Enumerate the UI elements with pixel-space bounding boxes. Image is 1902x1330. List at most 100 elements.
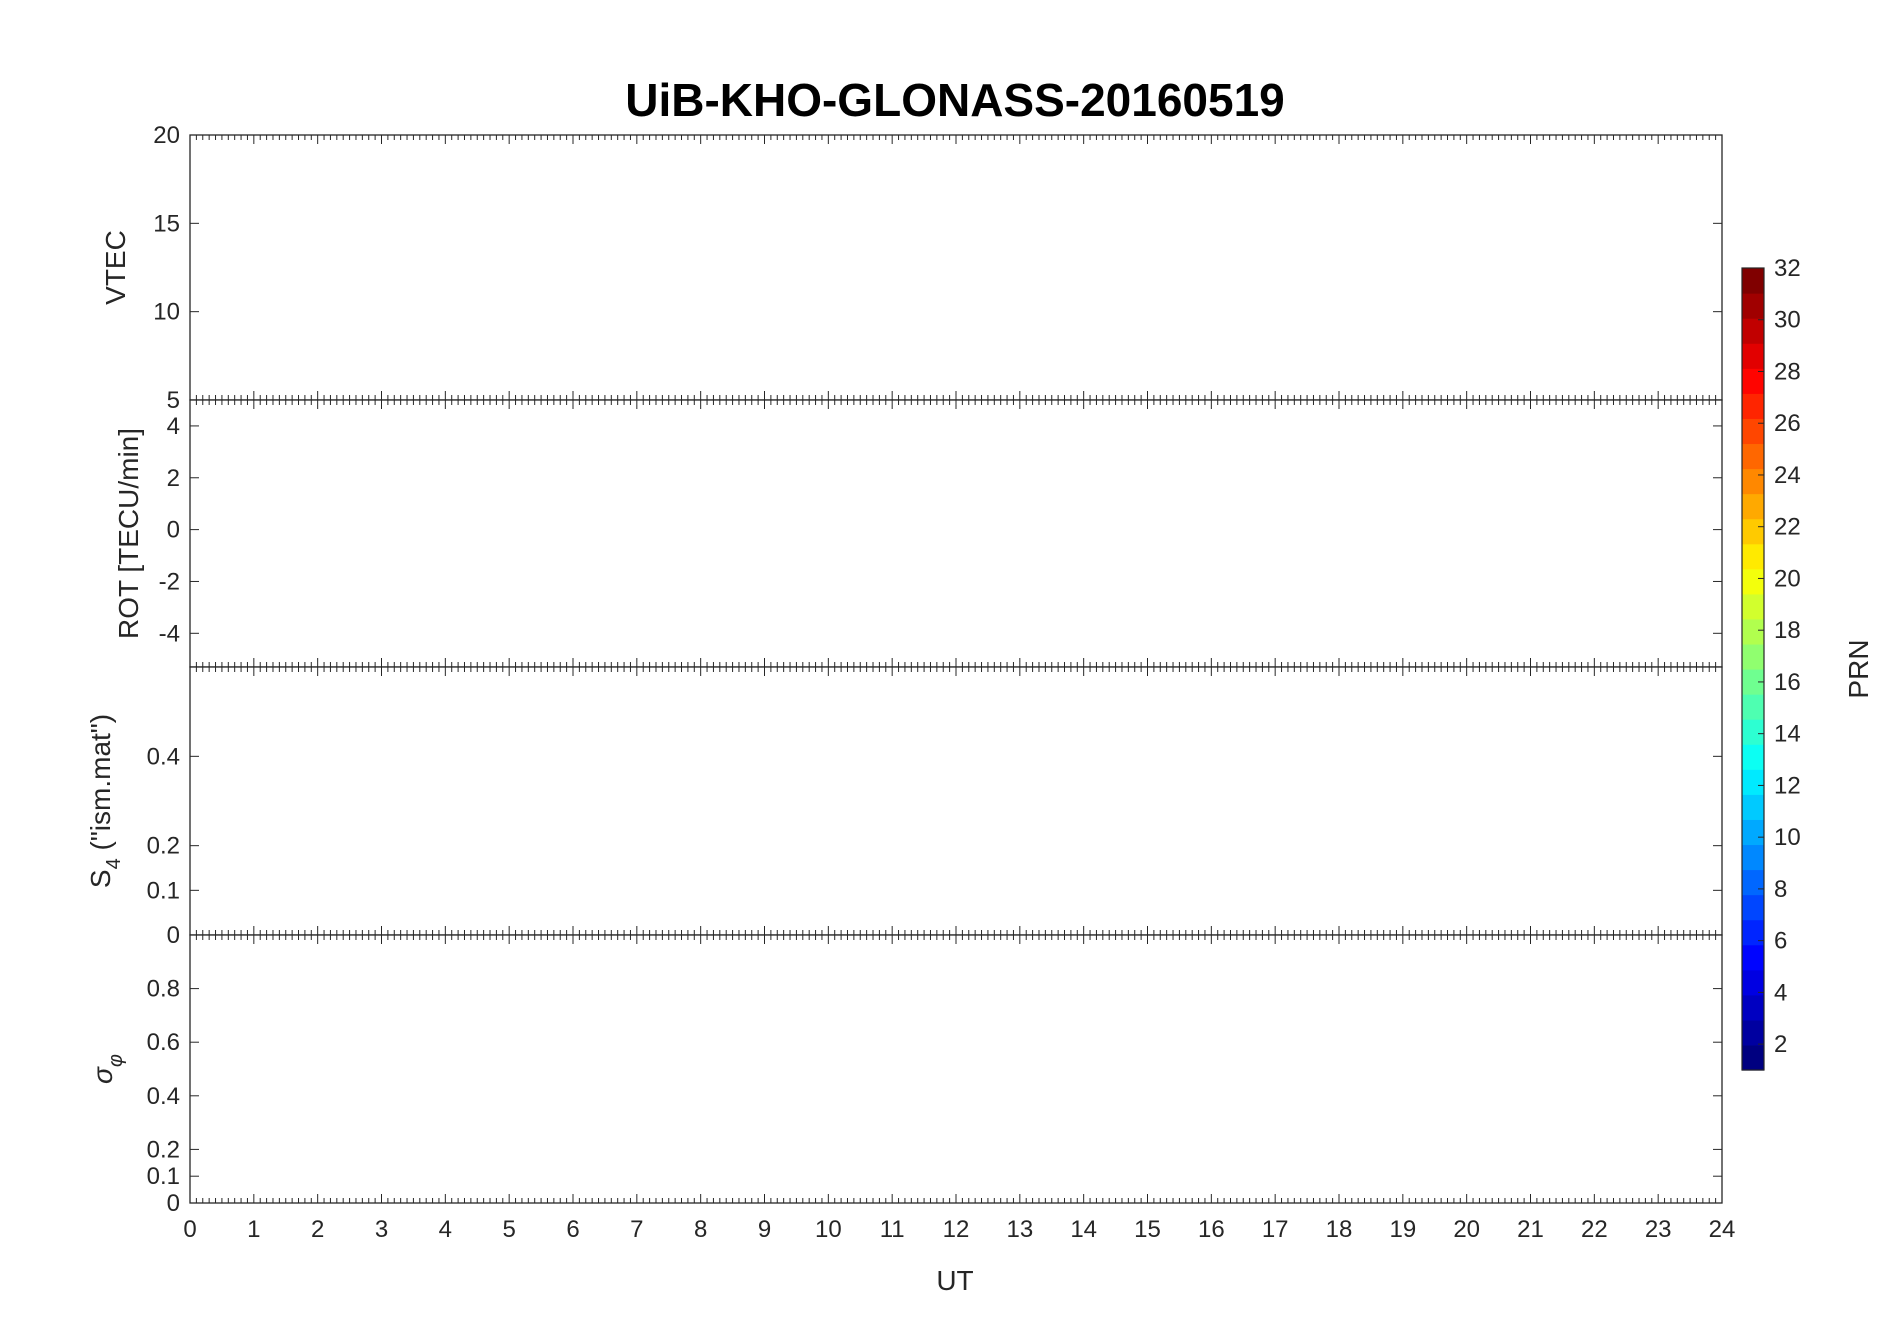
colorbar-tick-label: 18 [1774, 617, 1801, 644]
colorbar-bin [1742, 744, 1764, 770]
x-tick-label: 22 [1581, 1216, 1608, 1243]
colorbar-bin [1742, 493, 1764, 520]
x-tick-label: 21 [1517, 1216, 1544, 1243]
x-tick-label: 9 [758, 1216, 771, 1243]
vtec-ytick-label: 10 [153, 299, 180, 326]
colorbar-tick-label: 28 [1774, 358, 1801, 385]
colorbar-bin [1742, 794, 1764, 820]
sigma_phi-ytick-label: 0.2 [147, 1136, 180, 1163]
s4-ytick-label: 0.4 [147, 743, 180, 770]
colorbar-tick-label: 2 [1774, 1031, 1787, 1058]
vtec-frame [189, 134, 1723, 401]
x-tick-label: 13 [1006, 1216, 1033, 1243]
x-axis-label: UT [936, 1265, 973, 1296]
colorbar-bin [1742, 769, 1764, 795]
rot-frame [189, 399, 1723, 668]
vtec-ytick-label: 20 [153, 122, 180, 149]
colorbar-bin [1742, 919, 1764, 946]
x-tick-label: 14 [1070, 1216, 1097, 1243]
colorbar-bin [1742, 368, 1764, 394]
s4-frame [189, 666, 1723, 936]
colorbar-tick-label: 14 [1774, 721, 1801, 748]
panel-vtec: 5 10 15 20 VTEC [100, 122, 1723, 414]
vtec-ytick-label: 5 [167, 387, 180, 414]
colorbar-tick-label: 22 [1774, 514, 1801, 541]
colorbar-tick-label: 24 [1774, 462, 1801, 489]
colorbar-tick-label: 26 [1774, 410, 1801, 437]
colorbar-bin [1742, 894, 1764, 921]
colorbar-label: PRN [1843, 639, 1874, 698]
rot-ytick-label: -4 [159, 620, 180, 647]
x-tick-label: 24 [1709, 1216, 1736, 1243]
panel-rot: -4 -2 0 2 4 ROT [TECU/min] [113, 399, 1723, 668]
colorbar-bin [1742, 468, 1764, 495]
colorbar-bin [1742, 944, 1764, 971]
chart-title: UiB-KHO-GLONASS-20160519 [625, 74, 1285, 126]
colorbar-bin [1742, 543, 1764, 570]
colorbar-tick-label: 30 [1774, 307, 1801, 334]
colorbar-bin [1742, 669, 1764, 695]
x-tick-label: 18 [1326, 1216, 1353, 1243]
s4-ylabel: S4 ("ism.mat") [85, 714, 125, 888]
colorbar-bin [1742, 969, 1764, 996]
x-tick-label: 7 [630, 1216, 643, 1243]
colorbar-bin [1742, 1044, 1764, 1071]
vtec-ytick-label: 15 [153, 210, 180, 237]
colorbar-bin [1742, 869, 1764, 896]
sigma_phi-frame [189, 934, 1723, 1204]
colorbar-bin [1742, 643, 1764, 670]
x-tick-label: 23 [1645, 1216, 1672, 1243]
colorbar-tick-label: 8 [1774, 876, 1787, 903]
x-tick-label: 2 [311, 1216, 324, 1243]
x-tick-label: 17 [1262, 1216, 1289, 1243]
x-tick-label: 6 [566, 1216, 579, 1243]
colorbar-bin [1742, 318, 1764, 344]
sigma_phi-ytick-label: 0.1 [147, 1163, 180, 1190]
colorbar-bin [1742, 343, 1764, 369]
colorbar-tick-label: 12 [1774, 772, 1801, 799]
x-tick-label: 10 [815, 1216, 842, 1243]
x-tick-label: 16 [1198, 1216, 1225, 1243]
colorbar-bin [1742, 618, 1764, 645]
rot-ytick-label: 4 [167, 413, 180, 440]
colorbar-frame [1741, 267, 1765, 1071]
colorbar-bin [1742, 694, 1764, 720]
colorbar-bin [1742, 418, 1764, 445]
panel-s4: 0 0.1 0.2 0.4 S4 ("ism.mat") [85, 666, 1723, 949]
s4-ytick-label: 0.2 [147, 833, 180, 860]
colorbar-bin [1742, 393, 1764, 419]
colorbar-bin [1742, 1019, 1764, 1046]
x-tick-label: 5 [502, 1216, 515, 1243]
vtec-ylabel: VTEC [100, 230, 131, 305]
x-tick-label: 20 [1453, 1216, 1480, 1243]
x-tick-label: 1 [247, 1216, 260, 1243]
colorbar-tick-label: 32 [1774, 255, 1801, 282]
s4-ytick-label: 0 [167, 922, 180, 949]
x-tick-label: 4 [439, 1216, 452, 1243]
rot-ylabel: ROT [TECU/min] [113, 428, 144, 639]
colorbar-tick-label: 4 [1774, 979, 1787, 1006]
colorbar-tick-label: 6 [1774, 928, 1787, 955]
colorbar-bin [1742, 994, 1764, 1021]
colorbar-bin [1742, 819, 1764, 846]
rot-ytick-label: 0 [167, 517, 180, 544]
colorbar-tick-label: 20 [1774, 565, 1801, 592]
s4-ytick-label: 0.1 [147, 877, 180, 904]
rot-ytick-label: 2 [167, 465, 180, 492]
x-tick-label: 3 [375, 1216, 388, 1243]
colorbar-tick-label: 10 [1774, 824, 1801, 851]
sigma_phi-ytick-label: 0.8 [147, 976, 180, 1003]
x-tick-label: 8 [694, 1216, 707, 1243]
colorbar-tick-label: 16 [1774, 669, 1801, 696]
colorbar-bin [1742, 568, 1764, 595]
rot-ytick-label: -2 [159, 568, 180, 595]
x-tick-label: 15 [1134, 1216, 1161, 1243]
x-tick-label: 11 [880, 1216, 905, 1243]
colorbar-bin [1742, 593, 1764, 620]
colorbar-bin [1742, 844, 1764, 871]
colorbar-bin [1742, 443, 1764, 470]
colorbar-bin [1742, 268, 1764, 294]
